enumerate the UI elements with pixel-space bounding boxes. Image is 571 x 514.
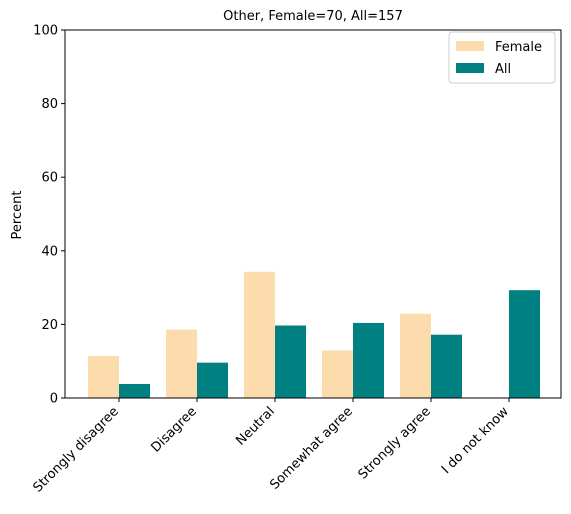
plot-frame bbox=[64, 29, 562, 399]
x-tick-label-2: Neutral bbox=[233, 404, 278, 449]
x-axis-ticks: Strongly disagree Disagree NeutralSomewhat… bbox=[30, 398, 512, 496]
y-tick-label-3: 60 bbox=[41, 171, 58, 186]
legend-swatch-all bbox=[456, 63, 484, 73]
x-tick-label-0: Strongly disagree bbox=[30, 404, 121, 495]
y-tick-label-2: 40 bbox=[41, 244, 58, 259]
bar-all-3 bbox=[353, 322, 384, 398]
legend-label-female: Female bbox=[495, 40, 542, 55]
y-tick-label-0: 0 bbox=[50, 392, 58, 407]
x-tick-label-3: Somewhat agree bbox=[267, 404, 356, 493]
bar-female-2 bbox=[244, 271, 275, 398]
bar-female-4 bbox=[400, 313, 431, 398]
bar-female-1 bbox=[166, 329, 197, 398]
y-axis-ticks: 0 20 40 60 80 100 bbox=[33, 24, 65, 407]
bars-group bbox=[88, 271, 540, 398]
x-tick-label-1: Disagree bbox=[148, 404, 199, 455]
x-tick-label-5: I do not know bbox=[439, 404, 512, 477]
bar-all-1 bbox=[197, 362, 228, 398]
bar-all-4 bbox=[431, 334, 462, 398]
chart-title: Other, Female=70, All=157 bbox=[223, 9, 403, 24]
legend: Female All bbox=[448, 31, 556, 84]
y-tick-label-4: 80 bbox=[41, 97, 58, 112]
y-tick-label-5: 100 bbox=[33, 24, 58, 39]
bar-all-2 bbox=[275, 325, 306, 398]
bar-female-0 bbox=[88, 356, 119, 398]
x-tick-label-4: Strongly agree bbox=[356, 404, 434, 482]
bar-all-0 bbox=[119, 384, 150, 398]
legend-swatch-female bbox=[456, 41, 484, 51]
y-tick-label-1: 20 bbox=[41, 318, 58, 333]
y-axis-label: Percent bbox=[10, 191, 25, 240]
bar-all-5 bbox=[509, 290, 540, 398]
legend-label-all: All bbox=[495, 62, 511, 77]
bar-female-3 bbox=[322, 350, 353, 398]
